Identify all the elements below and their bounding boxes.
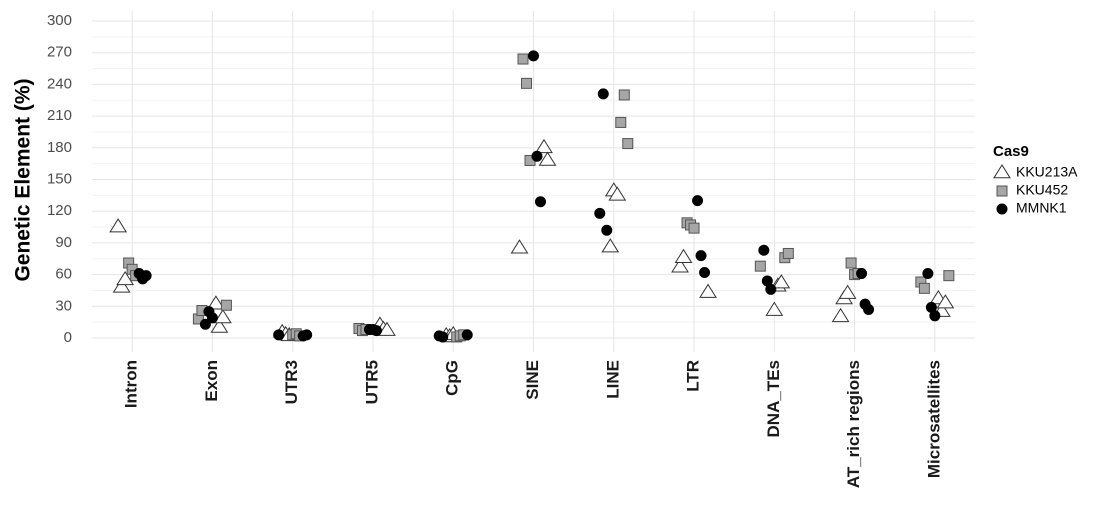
- point: [199, 318, 211, 330]
- point: [936, 294, 955, 309]
- point: [692, 195, 704, 207]
- point: [601, 224, 613, 236]
- point: [845, 257, 857, 269]
- point: [535, 196, 546, 208]
- y-tick-label: 60: [55, 266, 72, 283]
- point: [838, 284, 857, 299]
- x-tick-label: Intron: [122, 360, 141, 408]
- point: [618, 89, 630, 101]
- point: [301, 329, 313, 341]
- point: [782, 247, 794, 259]
- point: [206, 312, 218, 324]
- point: [535, 138, 553, 154]
- x-tick-label: LINE: [603, 360, 622, 399]
- point: [220, 299, 232, 311]
- point: [528, 50, 539, 62]
- point: [510, 239, 529, 254]
- point: [109, 218, 128, 233]
- point: [674, 248, 693, 263]
- point: [671, 258, 689, 273]
- y-tick-label: 150: [47, 170, 72, 187]
- y-tick-label: 120: [47, 202, 72, 219]
- point: [597, 88, 609, 100]
- point: [461, 329, 473, 341]
- legend-key: [993, 164, 1011, 179]
- point: [112, 278, 131, 293]
- y-axis-title: Genetic Element (%): [12, 78, 35, 281]
- x-tick-label: Microsatellites: [924, 360, 943, 478]
- point: [831, 307, 850, 323]
- point: [922, 268, 934, 280]
- point: [370, 325, 382, 337]
- x-tick-label: UTR5: [362, 360, 381, 404]
- y-tick-label: 210: [47, 107, 72, 124]
- point: [615, 116, 627, 128]
- point: [210, 318, 229, 333]
- x-tick-label: UTR3: [282, 360, 301, 404]
- x-tick-label: LTR: [684, 360, 703, 392]
- point: [758, 244, 770, 256]
- legend-label: MMNK1: [1016, 200, 1067, 216]
- point: [695, 250, 707, 262]
- y-tick-label: 300: [47, 12, 72, 29]
- point: [754, 260, 766, 272]
- legend-label: KKU452: [1016, 182, 1068, 198]
- legend-title: Cas9: [993, 143, 1029, 160]
- point: [207, 295, 225, 310]
- point: [521, 77, 532, 89]
- point: [608, 186, 627, 201]
- point: [688, 222, 700, 234]
- x-tick-label: Exon: [202, 360, 221, 402]
- point: [273, 329, 285, 341]
- point: [856, 268, 868, 280]
- point: [699, 283, 717, 298]
- point: [116, 270, 135, 286]
- point: [765, 301, 784, 316]
- point: [594, 207, 606, 219]
- point: [622, 138, 634, 150]
- x-tick-label: SINE: [523, 360, 542, 400]
- point: [699, 266, 711, 278]
- point: [863, 303, 875, 315]
- point: [772, 274, 791, 289]
- point: [378, 321, 396, 336]
- point: [918, 282, 930, 294]
- point: [437, 331, 449, 343]
- legend-label: KKU213A: [1016, 164, 1078, 180]
- y-tick-label: 180: [47, 139, 72, 156]
- y-tick-label: 30: [55, 297, 72, 314]
- y-tick-label: 90: [55, 234, 72, 251]
- point: [140, 270, 152, 282]
- point: [929, 310, 941, 322]
- x-tick-label: DNA_TEs: [764, 360, 783, 437]
- y-tick-label: 0: [64, 329, 72, 346]
- point: [214, 308, 232, 324]
- point: [538, 151, 557, 166]
- y-tick-label: 270: [47, 44, 72, 61]
- point: [943, 270, 955, 282]
- x-tick-label: AT_rich regions: [844, 360, 863, 488]
- point: [531, 150, 543, 162]
- legend-key: [996, 185, 1008, 197]
- point: [765, 283, 777, 295]
- point: [601, 238, 620, 253]
- point: [517, 53, 529, 65]
- legend-key: [996, 203, 1008, 215]
- y-tick-label: 240: [47, 75, 72, 92]
- x-tick-label: CpG: [443, 360, 462, 396]
